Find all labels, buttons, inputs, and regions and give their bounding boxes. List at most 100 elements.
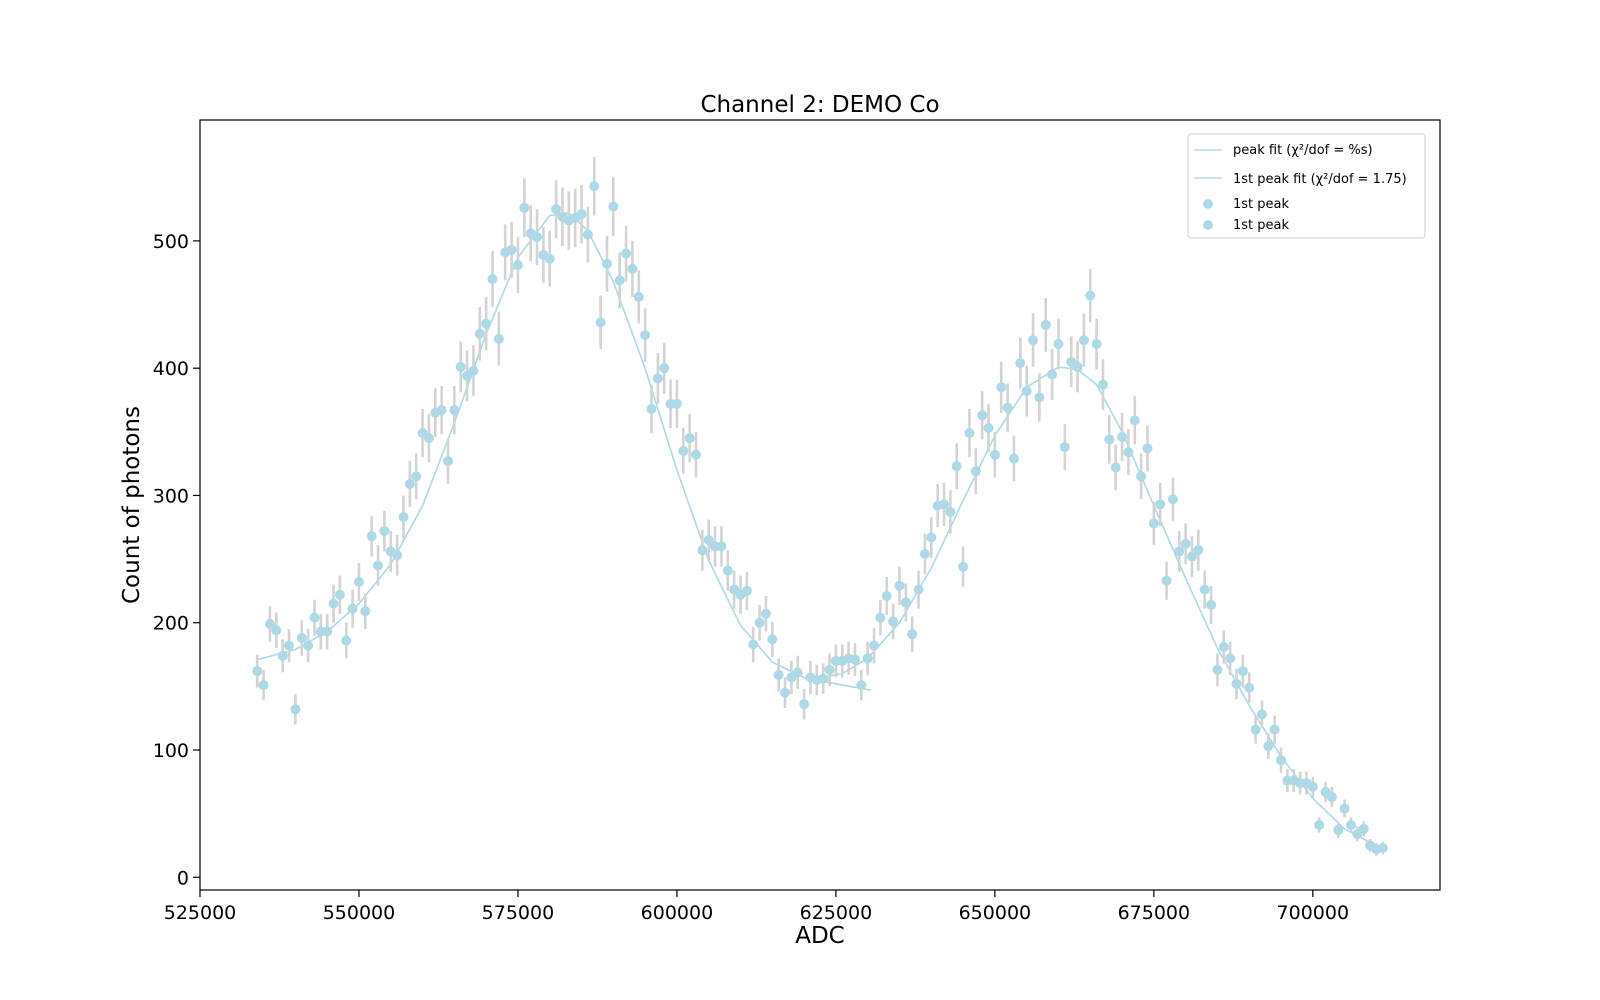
- data-point: [487, 274, 498, 285]
- data-point: [792, 667, 803, 678]
- data-point: [703, 535, 714, 545]
- data-point: [1104, 434, 1115, 445]
- legend-entry-peak-fit: peak fit (χ²/dof = %s): [1233, 143, 1373, 158]
- data-point: [1231, 678, 1242, 689]
- y-axis-ticks: 0 100 200 300 400 500: [153, 231, 200, 889]
- data-point: [544, 253, 555, 264]
- data-point: [1193, 545, 1204, 556]
- data-point: [1225, 653, 1236, 664]
- data-point: [818, 673, 829, 684]
- data-points: [252, 181, 1388, 855]
- data-point: [614, 275, 625, 286]
- data-point: [1008, 453, 1019, 464]
- legend-entry-1st-peak: 1st peak: [1233, 197, 1289, 212]
- data-point: [589, 181, 600, 192]
- data-point: [640, 330, 651, 341]
- data-point: [907, 629, 918, 640]
- legend: peak fit (χ²/dof = %s) 1st peak fit (χ²/…: [1187, 133, 1426, 239]
- data-point: [684, 433, 695, 444]
- data-point: [1034, 392, 1045, 403]
- data-point: [551, 204, 562, 215]
- data-point: [1256, 709, 1267, 720]
- data-point: [722, 565, 733, 576]
- data-point: [1358, 823, 1369, 834]
- data-point: [1142, 443, 1153, 454]
- data-point: [945, 507, 956, 517]
- data-point: [760, 608, 771, 619]
- data-point: [303, 640, 314, 651]
- data-point: [989, 449, 1000, 460]
- data-point: [881, 591, 892, 601]
- data-point: [1167, 494, 1178, 505]
- data-point: [360, 606, 371, 617]
- data-point: [341, 635, 352, 646]
- plot-area-frame: [199, 119, 1441, 891]
- data-point: [1040, 319, 1051, 330]
- data-point: [1212, 664, 1223, 675]
- data-point: [951, 461, 962, 472]
- data-point: [1155, 499, 1166, 510]
- data-point: [1180, 538, 1191, 549]
- data-point: [404, 479, 415, 489]
- data-point: [964, 428, 975, 439]
- data-point: [970, 466, 981, 477]
- data-point: [1110, 462, 1121, 473]
- data-point: [264, 619, 275, 629]
- x-tick-label: 650000: [959, 902, 1032, 924]
- data-point: [894, 580, 905, 591]
- data-point: [595, 317, 606, 328]
- data-point: [423, 433, 434, 444]
- data-point: [474, 328, 485, 339]
- data-point: [506, 244, 517, 255]
- data-point: [347, 603, 358, 614]
- x-axis-ticks: 525000 550000 575000 600000 625000 650000 6750…: [164, 890, 1349, 924]
- data-point: [1078, 335, 1089, 346]
- data-point: [659, 363, 670, 374]
- data-point: [1015, 358, 1026, 369]
- data-point: [468, 365, 479, 376]
- data-point: [1333, 825, 1344, 836]
- x-tick-label: 525000: [164, 902, 237, 924]
- data-point: [824, 664, 835, 675]
- data-point: [576, 209, 587, 220]
- data-point: [1091, 339, 1102, 349]
- data-point: [392, 550, 403, 561]
- data-point: [856, 680, 867, 691]
- data-point: [1339, 803, 1350, 814]
- x-tick-label: 625000: [800, 902, 873, 924]
- data-point: [1129, 415, 1140, 426]
- data-point: [869, 640, 880, 651]
- data-point: [1053, 339, 1064, 349]
- data-point: [252, 666, 263, 677]
- y-tick-label: 400: [153, 358, 189, 380]
- data-point: [627, 263, 638, 274]
- data-point: [1174, 546, 1185, 557]
- data-point: [309, 612, 320, 623]
- data-point: [900, 597, 911, 608]
- data-point: [958, 561, 969, 572]
- data-point: [436, 405, 447, 416]
- data-point: [366, 531, 377, 542]
- y-tick-label: 100: [153, 740, 189, 762]
- x-tick-label: 700000: [1277, 902, 1350, 924]
- data-point: [443, 456, 453, 467]
- data-point: [646, 403, 657, 414]
- y-axis-label: Count of photons: [119, 406, 145, 604]
- data-point: [1148, 518, 1159, 529]
- data-point: [1021, 386, 1032, 397]
- data-point: [1117, 431, 1128, 442]
- fit-curve: [816, 366, 1384, 851]
- y-tick-label: 500: [153, 231, 189, 253]
- data-point: [1123, 447, 1134, 458]
- data-point: [849, 654, 860, 665]
- y-tick-label: 200: [153, 613, 189, 635]
- data-point: [271, 625, 282, 636]
- data-point: [296, 633, 307, 643]
- data-point: [716, 541, 727, 552]
- data-point: [1059, 442, 1070, 453]
- data-point: [608, 201, 619, 212]
- data-point: [1085, 290, 1096, 301]
- data-point: [996, 382, 1007, 393]
- data-point: [284, 640, 295, 651]
- data-point: [449, 405, 460, 416]
